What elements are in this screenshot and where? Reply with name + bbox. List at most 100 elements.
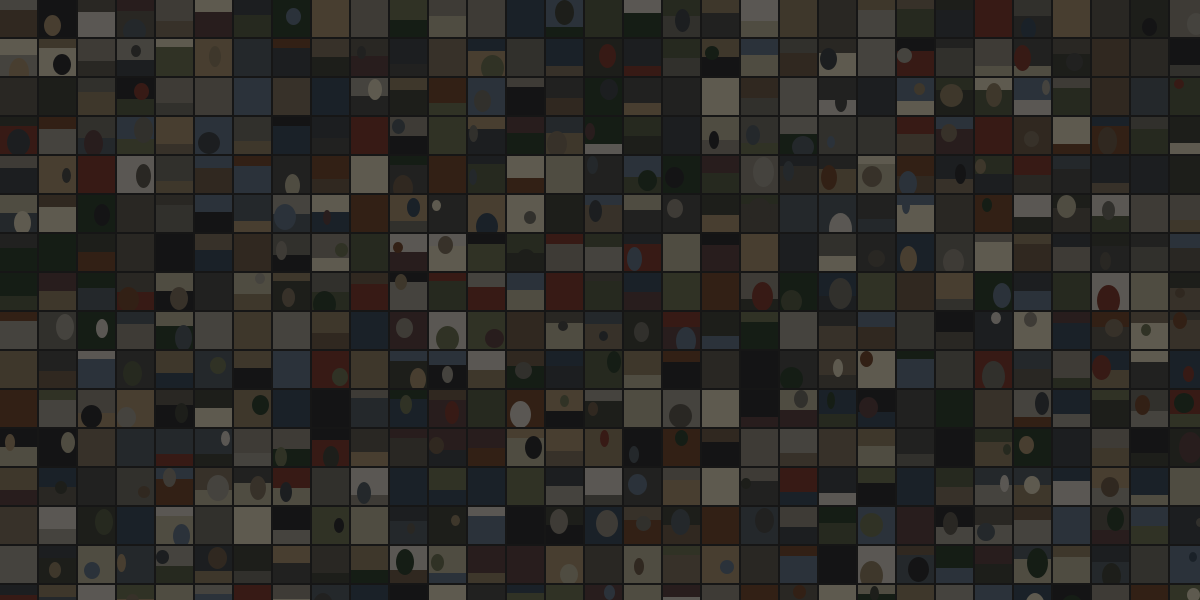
photo-thumbnail xyxy=(897,429,934,466)
photo-thumbnail xyxy=(156,390,193,427)
photo-thumbnail xyxy=(1131,117,1168,154)
photo-thumbnail xyxy=(663,195,700,232)
photo-thumbnail xyxy=(429,468,466,505)
photo-thumbnail xyxy=(585,156,622,193)
photo-thumbnail xyxy=(195,273,232,310)
photo-thumbnail xyxy=(312,234,349,271)
photo-thumbnail xyxy=(156,312,193,349)
photo-thumbnail xyxy=(1014,195,1051,232)
photo-thumbnail xyxy=(624,78,661,115)
photo-thumbnail xyxy=(1053,78,1090,115)
photo-thumbnail xyxy=(507,585,544,600)
photo-thumbnail xyxy=(858,78,895,115)
photo-thumbnail xyxy=(897,0,934,37)
photo-thumbnail xyxy=(312,312,349,349)
photo-thumbnail xyxy=(39,195,76,232)
photo-thumbnail xyxy=(312,273,349,310)
photo-thumbnail xyxy=(780,390,817,427)
photo-thumbnail xyxy=(156,468,193,505)
photo-thumbnail xyxy=(156,78,193,115)
photo-thumbnail xyxy=(234,429,271,466)
photo-thumbnail xyxy=(312,0,349,37)
photo-thumbnail xyxy=(1131,78,1168,115)
photo-thumbnail xyxy=(936,312,973,349)
photo-thumbnail xyxy=(897,156,934,193)
photo-thumbnail xyxy=(117,585,154,600)
photo-thumbnail xyxy=(507,117,544,154)
photo-thumbnail xyxy=(819,585,856,600)
photo-thumbnail xyxy=(975,78,1012,115)
photo-thumbnail xyxy=(702,156,739,193)
photo-thumbnail xyxy=(741,546,778,583)
photo-thumbnail xyxy=(1170,0,1200,37)
photo-thumbnail xyxy=(468,507,505,544)
photo-thumbnail xyxy=(390,390,427,427)
photo-thumbnail xyxy=(39,312,76,349)
photo-thumbnail xyxy=(429,156,466,193)
photo-thumbnail xyxy=(780,39,817,76)
photo-thumbnail xyxy=(1131,429,1168,466)
photo-thumbnail xyxy=(585,39,622,76)
photo-thumbnail xyxy=(624,585,661,600)
photo-thumbnail xyxy=(0,234,37,271)
photo-thumbnail xyxy=(624,390,661,427)
photo-thumbnail xyxy=(624,468,661,505)
photo-thumbnail xyxy=(273,78,310,115)
photo-thumbnail xyxy=(234,117,271,154)
photo-thumbnail xyxy=(0,195,37,232)
photo-thumbnail xyxy=(936,546,973,583)
photo-thumbnail xyxy=(507,78,544,115)
photo-thumbnail xyxy=(780,585,817,600)
photo-thumbnail xyxy=(624,429,661,466)
photo-thumbnail xyxy=(39,117,76,154)
photo-thumbnail xyxy=(702,234,739,271)
photo-thumbnail xyxy=(897,507,934,544)
photo-thumbnail xyxy=(819,351,856,388)
photo-thumbnail xyxy=(741,234,778,271)
photo-thumbnail xyxy=(1170,351,1200,388)
photo-thumbnail xyxy=(507,546,544,583)
photo-thumbnail xyxy=(897,39,934,76)
photo-thumbnail xyxy=(780,312,817,349)
photo-thumbnail xyxy=(351,585,388,600)
photo-thumbnail xyxy=(351,546,388,583)
photo-thumbnail xyxy=(156,156,193,193)
photo-thumbnail xyxy=(663,273,700,310)
photo-thumbnail xyxy=(1014,156,1051,193)
photo-thumbnail xyxy=(663,156,700,193)
photo-thumbnail xyxy=(936,78,973,115)
photo-thumbnail xyxy=(546,273,583,310)
photo-thumbnail xyxy=(741,507,778,544)
photo-thumbnail xyxy=(195,468,232,505)
photo-thumbnail xyxy=(858,39,895,76)
photo-thumbnail xyxy=(1092,507,1129,544)
photo-thumbnail xyxy=(273,390,310,427)
photo-thumbnail xyxy=(975,468,1012,505)
photo-thumbnail xyxy=(936,351,973,388)
photo-thumbnail xyxy=(1131,234,1168,271)
photo-thumbnail xyxy=(741,312,778,349)
photo-thumbnail xyxy=(78,117,115,154)
photo-thumbnail xyxy=(351,351,388,388)
photo-thumbnail xyxy=(1014,117,1051,154)
photo-thumbnail xyxy=(1092,546,1129,583)
photo-thumbnail xyxy=(741,156,778,193)
photo-thumbnail xyxy=(390,585,427,600)
photo-thumbnail xyxy=(858,507,895,544)
photo-thumbnail xyxy=(858,0,895,37)
photo-thumbnail xyxy=(702,585,739,600)
photo-thumbnail xyxy=(312,468,349,505)
photo-thumbnail xyxy=(897,78,934,115)
photo-thumbnail xyxy=(858,234,895,271)
photo-thumbnail xyxy=(117,195,154,232)
photo-thumbnail xyxy=(1170,429,1200,466)
photo-thumbnail xyxy=(468,273,505,310)
photo-thumbnail xyxy=(546,390,583,427)
photo-thumbnail xyxy=(78,390,115,427)
photo-thumbnail xyxy=(390,273,427,310)
photo-thumbnail xyxy=(1170,312,1200,349)
photo-thumbnail xyxy=(1053,195,1090,232)
photo-thumbnail xyxy=(624,507,661,544)
photo-thumbnail xyxy=(234,546,271,583)
photo-thumbnail xyxy=(195,585,232,600)
